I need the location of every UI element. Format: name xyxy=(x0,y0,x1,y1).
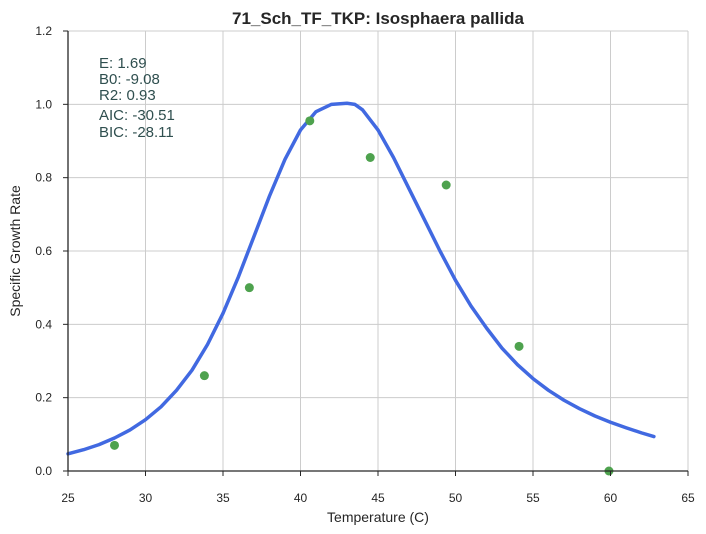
y-tick-label: 0.4 xyxy=(35,317,52,331)
data-point xyxy=(110,440,119,450)
x-tick-label: 35 xyxy=(216,491,230,505)
x-tick-label: 65 xyxy=(681,491,695,505)
data-point xyxy=(244,283,254,293)
y-tick-label: 1.0 xyxy=(35,97,52,111)
stat-r2: R2: 0.93 xyxy=(99,87,156,104)
x-tick-label: 60 xyxy=(604,491,618,505)
data-point xyxy=(365,153,375,162)
stat-e: E: 1.69 xyxy=(99,55,147,72)
data-point xyxy=(514,341,524,351)
data-point xyxy=(305,116,315,126)
stat-aic: AIC: -30.51 xyxy=(99,107,175,124)
y-tick-label: 0.6 xyxy=(35,244,52,258)
fit-statistics: E: 1.69 B0: -9.08 R2: 0.93 AIC: -30.51 B… xyxy=(99,55,175,141)
x-axis-label: Temperature (C) xyxy=(327,509,429,525)
y-tick-label: 0.0 xyxy=(35,464,52,478)
x-tick-label: 25 xyxy=(61,491,75,505)
y-tick-label: 0.8 xyxy=(35,171,52,185)
stat-b0: B0: -9.08 xyxy=(99,71,160,88)
data-point xyxy=(441,180,451,190)
chart-title: 71_Sch_TF_TKP: Isosphaera pallida xyxy=(232,9,524,28)
fit-curve xyxy=(66,101,656,456)
x-tick-label: 45 xyxy=(371,491,385,505)
x-tick-label: 40 xyxy=(294,491,308,505)
y-axis-ticks: 0.0 0.2 0.4 0.6 0.8 1.0 1.2 xyxy=(35,24,68,478)
y-axis-label: Specific Growth Rate xyxy=(7,185,23,317)
stat-bic: BIC: -28.11 xyxy=(99,124,174,141)
data-point xyxy=(199,371,209,381)
x-tick-label: 50 xyxy=(449,491,463,505)
y-tick-label: 0.2 xyxy=(35,391,52,405)
x-tick-label: 55 xyxy=(526,491,540,505)
y-tick-label: 1.2 xyxy=(35,24,52,38)
fit-layer xyxy=(66,101,656,456)
points-layer xyxy=(110,116,614,476)
x-tick-label: 30 xyxy=(139,491,153,505)
x-axis-ticks: 25 30 35 40 45 50 55 60 65 xyxy=(61,471,695,505)
